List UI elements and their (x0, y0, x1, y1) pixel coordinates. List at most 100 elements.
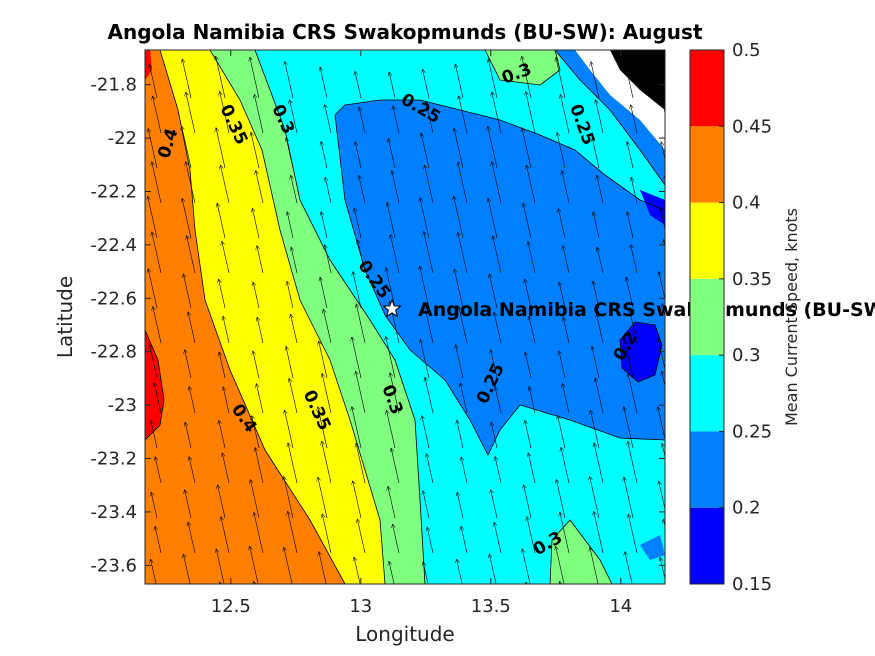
current-vector-arrow (352, 337, 362, 379)
current-vector-arrow (658, 337, 665, 371)
current-vector-arrow (557, 132, 566, 169)
current-vector-arrow (665, 107, 671, 133)
current-vector-arrow (287, 281, 294, 309)
colorbar-segment (690, 202, 724, 279)
colorbar-tick-label: 0.2 (732, 498, 761, 519)
current-vector-arrow (556, 546, 565, 584)
current-vector-arrow (563, 317, 570, 344)
plot-area (145, 50, 671, 623)
current-vector-arrow (288, 443, 298, 484)
current-vector-arrow (522, 128, 532, 169)
current-vector-arrow (254, 94, 264, 134)
current-vector-arrow (456, 345, 464, 379)
current-vector-arrow (558, 208, 566, 239)
current-vector-arrow (659, 481, 665, 511)
current-vector-arrow (183, 274, 192, 309)
current-vector-arrow (526, 91, 536, 134)
current-vector-arrow (354, 208, 362, 239)
current-vector-arrow (285, 410, 294, 449)
current-vector-arrow (457, 492, 464, 519)
colorbar-label: Mean Current Speed, knots (782, 208, 801, 426)
colorbar-tick-label: 0.5 (732, 40, 761, 61)
current-vector-arrow (318, 407, 328, 449)
current-vector-arrow (288, 584, 297, 623)
chart-title: Angola Namibia CRS Swakopmunds (BU-SW): … (107, 20, 702, 44)
current-vector-arrow (222, 241, 230, 274)
y-tick-label: -23 (108, 395, 137, 416)
current-vector-arrow (185, 350, 192, 379)
current-vector-arrow (257, 317, 264, 344)
current-vector-arrow (354, 557, 361, 584)
current-vector-arrow (323, 309, 332, 344)
current-vector-arrow (627, 211, 634, 239)
x-axis-label: Longitude (355, 622, 454, 646)
current-vector-arrow (322, 514, 332, 554)
band-blue (335, 100, 665, 455)
current-vector-arrow (492, 162, 502, 204)
current-vector-arrow (661, 142, 665, 161)
current-vector-arrow (388, 138, 396, 169)
current-vector-arrow (220, 165, 230, 204)
current-vector-arrow (151, 420, 158, 449)
current-vector-arrow (529, 316, 536, 344)
current-vector-arrow (320, 277, 328, 309)
current-vector-arrow (216, 549, 225, 584)
current-vector-arrow (489, 554, 497, 584)
colorbar-tick-label: 0.35 (732, 269, 772, 290)
current-vector-arrow (217, 203, 226, 239)
current-vector-arrow (325, 177, 332, 204)
current-vector-arrow (590, 476, 600, 519)
current-vector-arrow (255, 447, 264, 484)
current-vector-arrow (525, 279, 532, 309)
current-vector-arrow (219, 279, 226, 309)
current-vector-arrow (320, 67, 328, 99)
y-tick-label: -23.2 (90, 449, 137, 470)
current-vector-arrow (423, 69, 430, 99)
current-vector-arrow (454, 196, 464, 239)
land-area (610, 50, 665, 110)
current-vector-arrow (286, 138, 294, 169)
current-vector-arrow (182, 126, 192, 169)
current-vector-arrow (424, 302, 434, 344)
current-vector-arrow (182, 198, 192, 239)
current-vector-arrow (424, 231, 434, 274)
current-vector-arrow (393, 106, 400, 134)
current-vector-arrow (660, 208, 665, 231)
current-vector-arrow (324, 590, 332, 623)
current-vector-arrow (250, 57, 260, 99)
current-vector-arrow (427, 596, 433, 623)
current-vector-arrow (291, 175, 298, 204)
current-vector-arrow (151, 492, 158, 519)
current-vector-arrow (353, 272, 362, 309)
y-tick-label: -22.6 (90, 288, 137, 309)
y-axis-ticks: -21.8 -22 -22.2 -22.4 -22.6 -22.8 -23 -23.2 -23.… (90, 75, 665, 576)
current-vector-arrow (526, 582, 535, 584)
current-vector-arrow (627, 141, 634, 169)
current-vector-arrow (359, 175, 366, 204)
current-vector-arrow (525, 420, 532, 449)
current-vector-arrow (152, 232, 162, 274)
current-vector-arrow (562, 170, 570, 204)
current-vector-arrow (426, 101, 434, 134)
current-vector-arrow (182, 59, 192, 99)
current-vector-arrow (420, 198, 430, 239)
current-vector-arrow (595, 378, 604, 414)
current-vector-arrow (493, 236, 502, 274)
station-marker: Angola Namibia CRS Swakopmunds (BU-SW) (382, 298, 875, 321)
current-vector-arrow (319, 551, 327, 584)
current-vector-arrow (356, 371, 366, 414)
current-vector-arrow (597, 247, 604, 274)
current-vector-arrow (219, 420, 226, 449)
current-vector-arrow (624, 477, 634, 519)
current-vector-arrow (219, 352, 226, 379)
current-vector-arrow (290, 100, 298, 134)
current-vector-arrow (356, 304, 366, 344)
band-lightgreen-top-patch (485, 50, 560, 85)
station-star-icon (382, 298, 402, 318)
current-vector-arrow (597, 175, 604, 204)
current-vector-arrow (494, 522, 502, 554)
current-vector-arrow (148, 128, 158, 169)
current-vector-arrow (594, 584, 603, 623)
current-vector-arrow (660, 557, 665, 581)
current-vector-arrow (488, 126, 498, 169)
